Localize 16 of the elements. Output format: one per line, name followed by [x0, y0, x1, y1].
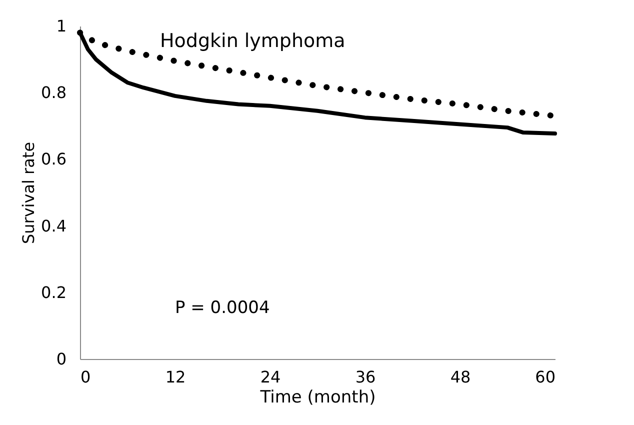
y-tick-label: 0.8: [41, 83, 66, 102]
y-tick-label: 0.2: [41, 282, 66, 302]
x-tick-label: 48: [450, 368, 471, 386]
y-tick-label: 0.6: [41, 150, 66, 169]
x-tick-label: 12: [165, 368, 186, 386]
x-tick-label: 24: [260, 368, 281, 386]
y-tick-label: 0.4: [41, 216, 66, 236]
x-tick-label: 60: [535, 368, 556, 386]
x-axis-title: Time (month): [259, 388, 376, 408]
x-tick-label: 0: [80, 368, 91, 386]
y-tick-label: 0: [56, 350, 66, 368]
y-axis-title: Survival rate: [19, 142, 38, 244]
chart-title: Hodgkin lymphoma: [160, 30, 346, 52]
x-tick-label: 36: [355, 368, 376, 386]
y-tick-label: 1: [56, 16, 66, 36]
annotation: P = 0.0004: [175, 298, 270, 318]
